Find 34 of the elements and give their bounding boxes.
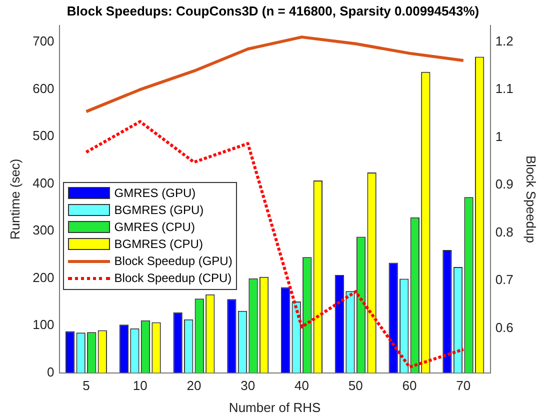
legend-label: GMRES (CPU) bbox=[114, 220, 195, 234]
x-tick-label: 60 bbox=[402, 378, 417, 394]
x-tick-label: 70 bbox=[456, 378, 471, 394]
y2-tick-label: 1.1 bbox=[495, 81, 514, 96]
y-tick-label: 300 bbox=[32, 222, 54, 238]
x-tick-label: 10 bbox=[132, 378, 148, 394]
y2-tick-label: 0.7 bbox=[495, 272, 514, 288]
y-tick-label: 0 bbox=[47, 364, 54, 380]
y2-tick-label: 0.6 bbox=[495, 320, 514, 335]
legend-label: BGMRES (GPU) bbox=[114, 203, 204, 218]
chart-title: Block Speedups: CoupCons3D (n = 416800, Sparsity 0.00994543%) bbox=[66, 3, 480, 18]
y-axis-title: Runtime (sec) bbox=[7, 158, 22, 240]
y2-axis-title: Block Speedup bbox=[524, 155, 539, 243]
legend-label: Block Speedup (CPU) bbox=[114, 271, 232, 286]
legend-label: BGMRES (CPU) bbox=[114, 237, 203, 252]
y-tick-label: 500 bbox=[32, 128, 54, 144]
y-tick-label: 400 bbox=[32, 175, 54, 190]
x-tick-label: 20 bbox=[186, 378, 202, 394]
x-tick-label: 50 bbox=[348, 378, 363, 394]
y2-tick-label: 0.8 bbox=[495, 224, 514, 240]
y-tick-label: 600 bbox=[32, 80, 54, 96]
legend-label: GMRES (GPU) bbox=[114, 186, 196, 200]
line-series bbox=[84, 120, 465, 369]
y2-tick-label: 1.2 bbox=[495, 33, 514, 48]
y-tick-label: 700 bbox=[32, 34, 54, 49]
y-tick-label: 100 bbox=[32, 317, 54, 332]
x-tick-label: 30 bbox=[240, 378, 256, 394]
x-tick-label: 5 bbox=[82, 378, 90, 394]
x-tick-label: 40 bbox=[294, 378, 309, 394]
y-tick-label: 200 bbox=[32, 270, 54, 285]
y2-tick-label: 0.9 bbox=[495, 176, 514, 192]
y2-tick-label: 1 bbox=[495, 128, 503, 144]
legend-label: Block Speedup (GPU) bbox=[114, 254, 232, 268]
x-axis-title: Number of RHS bbox=[228, 400, 322, 415]
